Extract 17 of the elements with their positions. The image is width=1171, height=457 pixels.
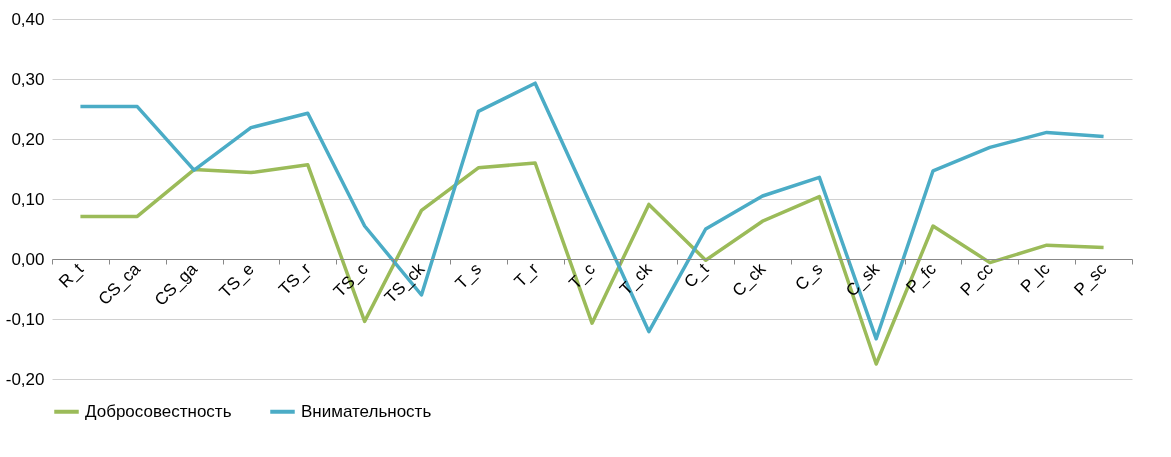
- x-tick-label: T_r: [510, 259, 543, 291]
- legend-label: Внимательность: [301, 401, 432, 421]
- x-tick-label: T_s: [451, 259, 486, 293]
- x-tick-label: C_s: [791, 259, 827, 295]
- y-tick-label: -0,20: [5, 369, 45, 389]
- y-tick-label: 0,20: [11, 129, 45, 149]
- legend-label: Добросовестность: [85, 401, 232, 421]
- y-tick-label: -0,10: [5, 309, 45, 329]
- y-tick-label: 0,00: [11, 249, 45, 269]
- y-tick-label: 0,40: [11, 9, 45, 29]
- x-tick-label: P_fc: [902, 259, 941, 297]
- x-tick-label: R_t: [55, 259, 88, 292]
- y-tick-label: 0,30: [11, 69, 45, 89]
- x-tick-label: T_c: [565, 259, 600, 293]
- x-tick-label: C_t: [680, 259, 713, 292]
- y-tick-label: 0,10: [11, 189, 45, 209]
- x-tick-label: P_lc: [1016, 259, 1054, 297]
